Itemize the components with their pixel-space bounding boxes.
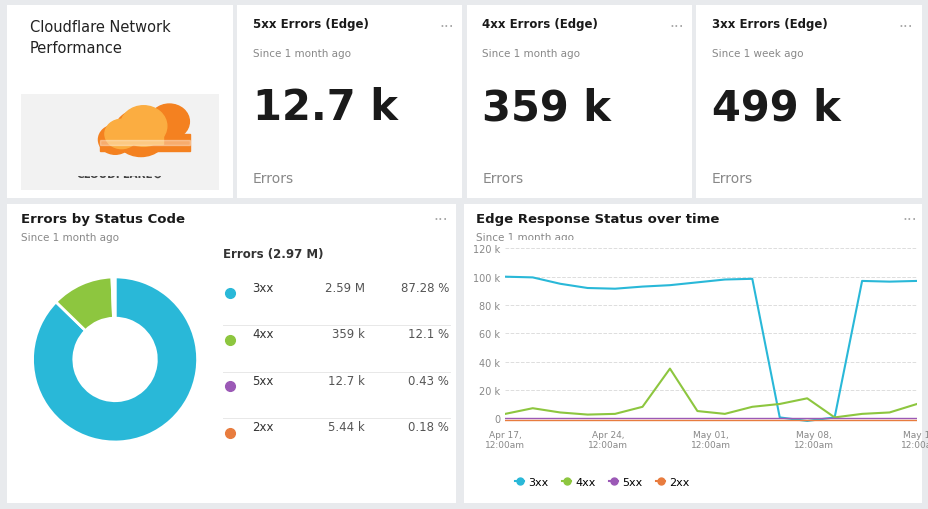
Text: 12.7 k: 12.7 k: [252, 87, 397, 129]
Text: Errors: Errors: [711, 172, 753, 186]
Text: Since 1 month ago: Since 1 month ago: [482, 48, 580, 59]
Text: 499 k: 499 k: [711, 87, 840, 129]
Text: ···: ···: [897, 19, 912, 35]
Text: 359 k: 359 k: [482, 87, 611, 129]
Text: Errors: Errors: [482, 172, 522, 186]
Text: 4xx Errors (Edge): 4xx Errors (Edge): [482, 18, 598, 31]
Text: 5xx Errors (Edge): 5xx Errors (Edge): [252, 18, 368, 31]
Text: ···: ···: [902, 213, 917, 228]
Text: Errors by Status Code: Errors by Status Code: [20, 213, 185, 226]
Text: Cloudflare Network
Performance: Cloudflare Network Performance: [30, 19, 171, 55]
Text: ···: ···: [668, 19, 683, 35]
Text: Since 1 month ago: Since 1 month ago: [475, 232, 573, 242]
Text: Since 1 month ago: Since 1 month ago: [20, 232, 119, 242]
Text: Since 1 week ago: Since 1 week ago: [711, 48, 803, 59]
Text: 3xx Errors (Edge): 3xx Errors (Edge): [711, 18, 827, 31]
Text: Errors: Errors: [252, 172, 293, 186]
Legend: 3xx, 4xx, 5xx, 2xx: 3xx, 4xx, 5xx, 2xx: [510, 472, 693, 491]
Text: ···: ···: [439, 19, 454, 35]
Text: ···: ···: [432, 213, 447, 228]
Text: Since 1 month ago: Since 1 month ago: [252, 48, 351, 59]
Text: Edge Response Status over time: Edge Response Status over time: [475, 213, 718, 226]
